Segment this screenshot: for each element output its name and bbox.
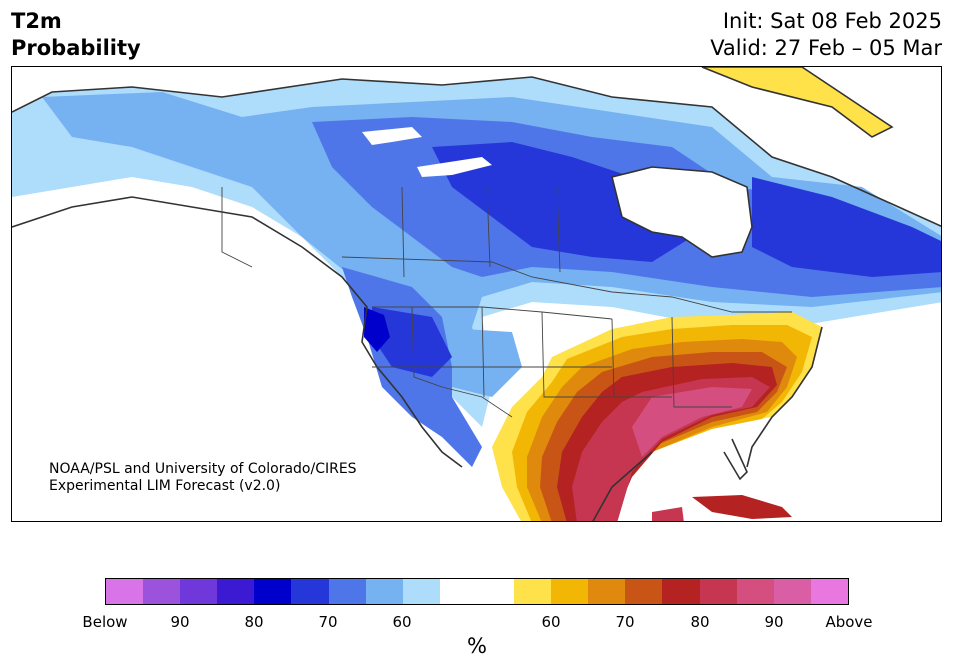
great-bear-lake [362, 127, 422, 145]
credit-text: NOAA/PSL and University of Colorado/CIRE… [49, 461, 357, 495]
cold-region-75 [372, 142, 941, 377]
map-canvas [12, 67, 941, 521]
colorbar-segment [402, 579, 440, 604]
credit-line-1: NOAA/PSL and University of Colorado/CIRE… [49, 461, 357, 477]
colorbar-segment [106, 579, 144, 604]
colorbar-tick-label: Below [82, 613, 128, 631]
forecast-dates: Init: Sat 08 Feb 2025 Valid: 27 Feb – 05… [710, 8, 942, 62]
colorbar-segment [699, 579, 737, 604]
great-slave-lake [417, 157, 492, 177]
colorbar-segment [365, 579, 403, 604]
colorbar-segment [217, 579, 255, 604]
colorbar-tick-label: Above [825, 613, 873, 631]
colorbar-segment [551, 579, 589, 604]
valid-dates: Valid: 27 Feb – 05 Mar [710, 36, 942, 60]
variable-label: T2m [11, 9, 62, 33]
warm-region-90 [632, 387, 752, 457]
colorbar-segment [773, 579, 811, 604]
init-date: Init: Sat 08 Feb 2025 [722, 9, 942, 33]
colorbar-segment [810, 579, 848, 604]
product-label: Probability [11, 36, 141, 60]
coastlines [12, 67, 941, 521]
colorbar-segment [625, 579, 663, 604]
colorbar-tick-label: 70 [615, 613, 635, 631]
colorbar-tick-label: 80 [244, 613, 264, 631]
colorbar-segment [736, 579, 774, 604]
colorbar-unit: % [467, 634, 487, 658]
colorbar [105, 578, 849, 605]
colorbar-tick-label: 60 [392, 613, 412, 631]
credit-line-2: Experimental LIM Forecast (v2.0) [49, 478, 281, 494]
colorbar-segment [662, 579, 700, 604]
probability-map [11, 66, 942, 522]
warm-region-85 [572, 377, 770, 521]
colorbar-segment [328, 579, 366, 604]
colorbar-segment [291, 579, 329, 604]
hudson-bay [612, 167, 752, 257]
map-title: T2m Probability [11, 8, 141, 62]
cold-region-80 [364, 307, 390, 352]
colorbar-tick-label: 60 [541, 613, 561, 631]
colorbar-segment [143, 579, 181, 604]
colorbar-segment [254, 579, 292, 604]
colorbar-segment [439, 579, 477, 604]
colorbar-tick-label: 70 [318, 613, 338, 631]
borders [221, 186, 792, 418]
colorbar-tick-label: 90 [764, 613, 784, 631]
colorbar-segment [476, 579, 515, 604]
colorbar-segment [180, 579, 218, 604]
colorbar-tick-label: 80 [690, 613, 710, 631]
colorbar-tick-label: 90 [170, 613, 190, 631]
colorbar-segment [588, 579, 626, 604]
colorbar-segment [514, 579, 552, 604]
